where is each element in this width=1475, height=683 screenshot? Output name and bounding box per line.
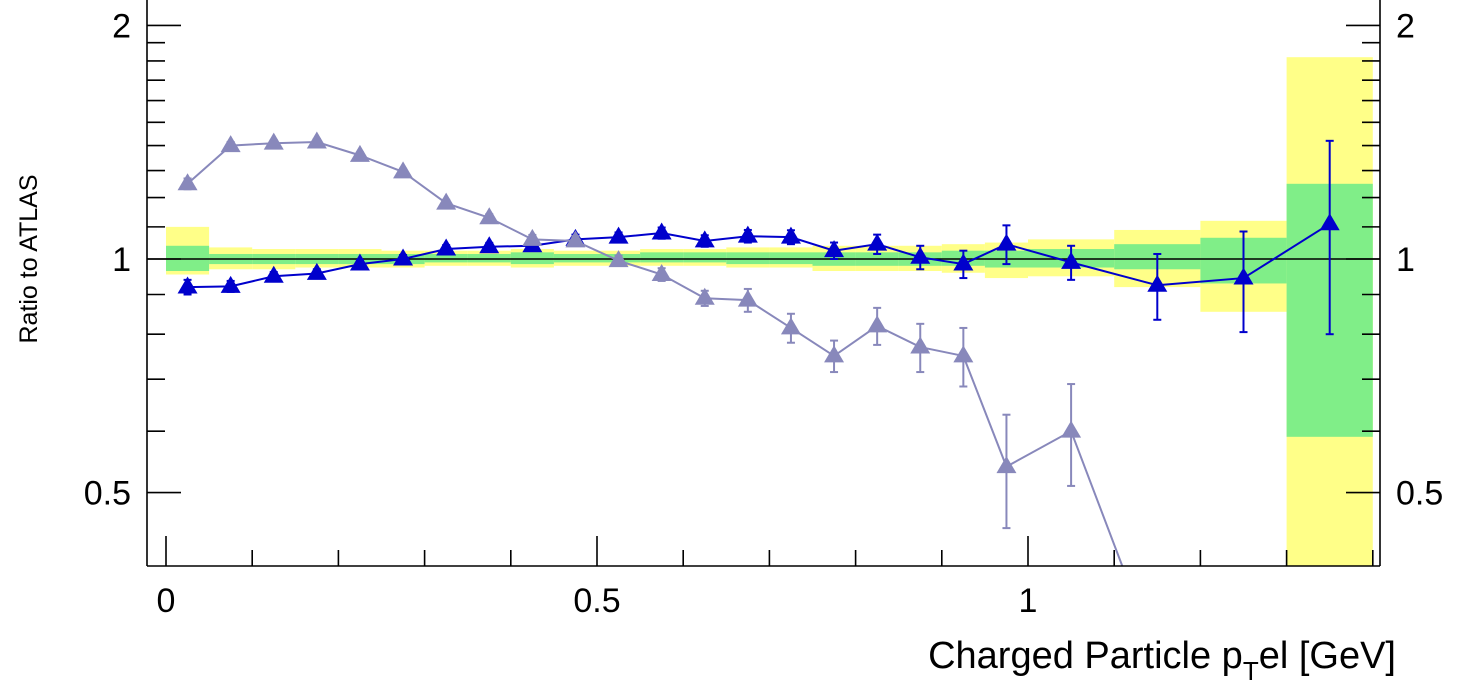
- x-axis-title-suffix: el [GeV]: [1259, 635, 1396, 677]
- data-point-marker: [824, 240, 845, 258]
- x-axis-title-subscript: T: [1243, 656, 1259, 683]
- data-point-marker: [996, 233, 1017, 251]
- data-point-marker: [177, 173, 198, 191]
- y-axis-title: Ratio to ATLAS: [15, 174, 43, 343]
- data-point-marker: [349, 144, 370, 162]
- data-point-marker: [1233, 267, 1254, 285]
- x-tick-label: 1: [1019, 582, 1038, 620]
- data-point-marker: [565, 230, 586, 248]
- inner-band-bin: [683, 252, 727, 263]
- y-tick-label-right: 1: [1396, 241, 1415, 279]
- data-point-marker: [996, 456, 1017, 474]
- data-point-marker: [780, 317, 801, 335]
- data-point-marker: [436, 192, 457, 210]
- data-point-marker: [306, 131, 327, 149]
- x-axis-title-main: Charged Particle p: [928, 635, 1243, 677]
- data-point-marker: [953, 345, 974, 363]
- data-point-marker: [306, 262, 327, 280]
- data-point-marker: [737, 225, 758, 243]
- data-point-marker: [780, 226, 801, 244]
- y-tick-label-left: 2: [112, 7, 131, 45]
- data-point-marker: [479, 236, 500, 254]
- series-line: [186, 141, 1124, 566]
- data-point-marker: [1319, 213, 1340, 231]
- data-point-marker: [522, 228, 543, 246]
- data-point-marker: [393, 161, 414, 179]
- data-point-marker: [349, 253, 370, 271]
- data-point-marker: [263, 265, 284, 283]
- y-tick-label-left: 0.5: [84, 475, 131, 513]
- data-point-marker: [953, 253, 974, 271]
- data-point-marker: [694, 287, 715, 305]
- data-point-marker: [393, 248, 414, 266]
- plot-frame: [146, 0, 1381, 567]
- uncertainty-bands: [166, 57, 1373, 566]
- data-point-marker: [1147, 274, 1168, 292]
- inner-band-bin: [640, 252, 684, 263]
- x-axis-title: Charged Particle pTel [GeV]: [928, 635, 1396, 683]
- data-point-marker: [608, 250, 629, 268]
- data-point-marker: [1061, 251, 1082, 269]
- data-point-marker: [824, 345, 845, 363]
- data-point-marker: [479, 207, 500, 225]
- data-point-marker: [867, 315, 888, 333]
- data-point-marker: [910, 246, 931, 264]
- data-point-marker: [220, 275, 241, 293]
- x-tick-label: 0: [157, 582, 176, 620]
- y-tick-label-right: 2: [1396, 7, 1415, 45]
- inner-band-bin: [424, 253, 468, 263]
- data-point-marker: [436, 238, 457, 256]
- data-point-marker: [220, 135, 241, 153]
- x-tick-label: 0.5: [573, 582, 620, 620]
- data-point-marker: [1061, 420, 1082, 438]
- data-point-marker: [651, 263, 672, 281]
- y-tick-label-right: 0.5: [1396, 475, 1443, 513]
- data-point-marker: [694, 230, 715, 248]
- y-tick-label-left: 1: [112, 241, 131, 279]
- data-point-marker: [910, 336, 931, 354]
- inner-band-bin: [553, 253, 597, 263]
- data-point-marker: [263, 132, 284, 150]
- series-layer: [177, 131, 1340, 566]
- series-2: [177, 131, 1124, 566]
- data-point-marker: [651, 222, 672, 240]
- series-line: [187, 222, 1331, 289]
- axis-ticks: 0.5 0.5 1 1 2 2 0 0.5 1: [84, 7, 1444, 620]
- data-point-marker: [608, 226, 629, 244]
- data-point-marker: [867, 233, 888, 251]
- data-point-marker: [177, 276, 198, 294]
- data-point-marker: [737, 289, 758, 307]
- inner-band-bin: [467, 253, 511, 263]
